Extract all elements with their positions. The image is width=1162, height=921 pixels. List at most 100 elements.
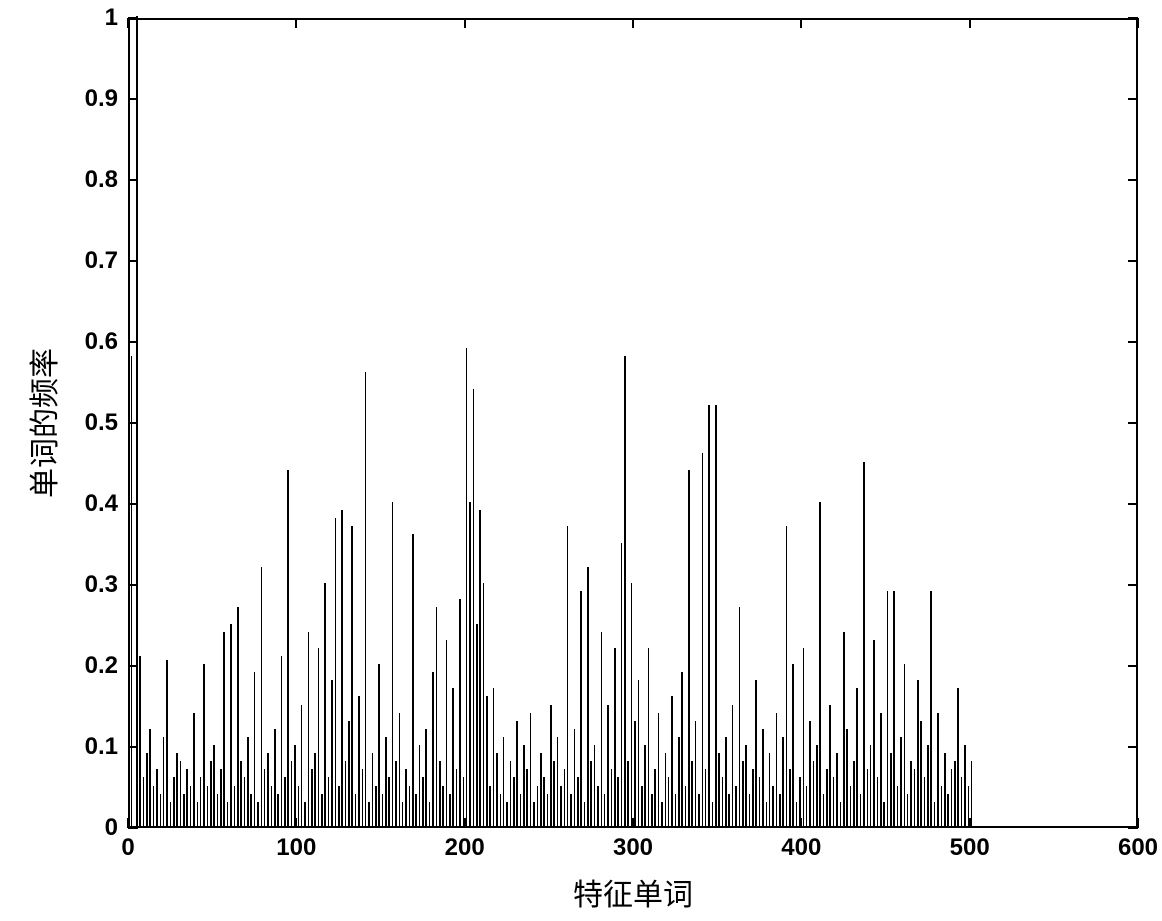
y-tick-label: 0 [105,814,118,842]
y-tick-label: 0.1 [85,733,118,761]
bar [412,534,414,826]
bar [230,624,232,827]
x-tick [1137,18,1139,28]
bar [567,526,569,826]
bar [452,688,454,826]
bar [466,348,468,826]
bar [516,721,518,826]
bar [937,713,939,826]
bar [735,786,737,827]
bar [234,786,236,827]
bar [284,777,286,826]
bar [607,705,609,827]
bar [530,713,532,826]
bar [661,802,663,826]
bar [550,705,552,827]
bar [954,761,956,826]
bar [715,405,717,826]
bar [392,502,394,826]
bar [399,713,401,826]
x-tick-label: 200 [445,834,485,862]
bar [335,518,337,826]
bar [749,794,751,826]
bar [362,769,364,826]
y-tick [1128,98,1138,100]
bar [671,696,673,826]
bar [476,624,478,827]
bar [823,794,825,826]
bar [351,526,353,826]
bar [597,786,599,827]
bar [190,786,192,827]
bar [200,777,202,826]
bar [621,543,623,827]
bar [176,753,178,826]
bar [473,389,475,826]
bar [927,745,929,826]
bar [308,632,310,826]
bar [402,802,404,826]
bar [520,794,522,826]
bar [537,786,539,827]
bar [301,705,303,827]
bar [294,745,296,826]
bar [547,794,549,826]
x-tick-label: 600 [1118,834,1158,862]
bar [574,729,576,826]
bar [782,737,784,826]
bar [422,777,424,826]
bar [718,753,720,826]
bar [819,502,821,826]
bar [695,721,697,826]
bar [930,591,932,826]
bar [873,640,875,826]
bar [143,777,145,826]
bar [601,632,603,826]
bar [415,794,417,826]
y-tick [1128,179,1138,181]
bar [947,794,949,826]
bar [355,794,357,826]
bar [843,632,845,826]
bar [853,761,855,826]
bar [604,794,606,826]
bar [766,802,768,826]
x-tick [127,18,129,28]
bar [267,753,269,826]
bar [920,721,922,826]
bar [917,680,919,826]
bar [971,761,973,826]
bar [321,794,323,826]
y-tick [128,341,138,343]
bar [624,356,626,826]
bar [577,777,579,826]
bar [553,761,555,826]
bar [254,672,256,826]
bar [634,721,636,826]
bar [210,761,212,826]
bar [483,583,485,826]
bar [264,769,266,826]
bar [281,656,283,826]
x-tick [464,18,466,28]
bar [207,786,209,827]
bar [166,660,168,826]
bar [570,794,572,826]
bar [503,737,505,826]
bar [328,777,330,826]
bar [378,664,380,826]
y-tick [128,665,138,667]
bar [510,761,512,826]
bar [372,753,374,826]
bar [197,802,199,826]
bar [163,737,165,826]
bar [314,753,316,826]
bar [890,753,892,826]
bar [341,510,343,826]
y-tick [128,260,138,262]
bar [887,591,889,826]
bar [934,802,936,826]
y-tick [128,827,138,829]
bar [442,786,444,827]
bar [850,786,852,827]
